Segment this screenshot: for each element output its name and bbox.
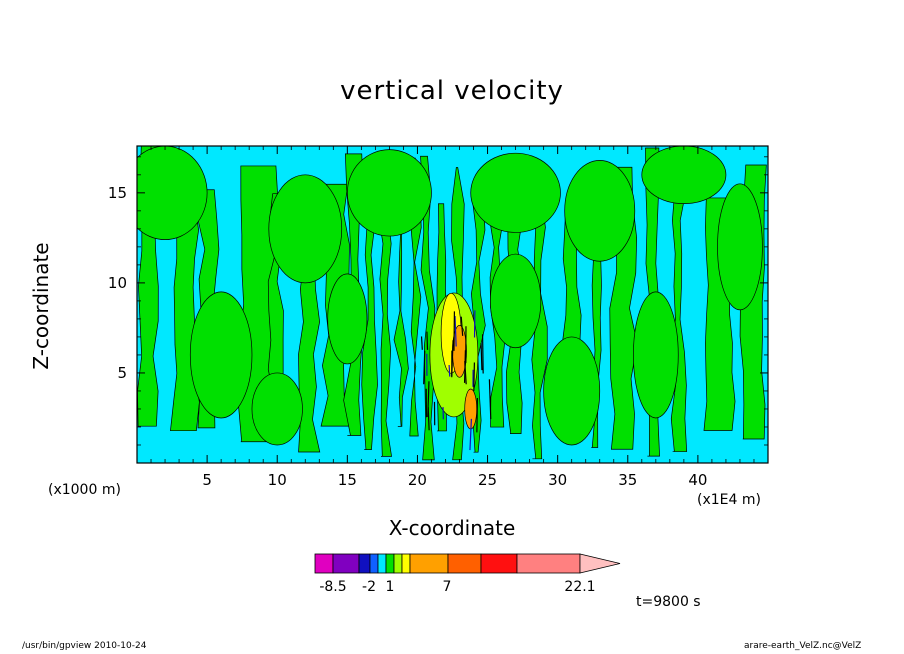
core-contour-line <box>469 418 473 451</box>
x-tick-label: 35 <box>618 471 637 489</box>
x-tick-label: 15 <box>338 471 357 489</box>
core-contour-line <box>488 379 492 420</box>
y-tick-label: 5 <box>117 364 127 382</box>
footer-left: /usr/bin/gpview 2010-10-24 <box>22 641 147 651</box>
contour-region-positive <box>268 174 343 284</box>
contour-region-positive <box>251 372 303 446</box>
x-tick-label: 20 <box>408 471 427 489</box>
plot-frame <box>136 145 769 464</box>
colorbar-bin <box>480 553 518 574</box>
colorbar-bin <box>447 553 482 574</box>
colorbar-label: -2 <box>362 579 376 595</box>
core-contour-line <box>420 336 423 350</box>
colorbar: -8.5 -2 1 7 22.1 <box>314 553 621 595</box>
core-contour-line <box>454 315 457 347</box>
x-tick-label: 40 <box>688 471 707 489</box>
core-contour-line <box>464 361 467 385</box>
colorbar-bin <box>369 553 379 574</box>
contour-region-positive <box>564 160 636 262</box>
core-contour-line <box>481 334 484 374</box>
x-unit-right: (x1E4 m) <box>697 492 761 508</box>
y-tick-label: 15 <box>108 184 127 202</box>
core-contour-line <box>426 331 429 350</box>
x-tick-label: 25 <box>478 471 497 489</box>
colorbar-bin <box>409 553 449 574</box>
colorbar-bin <box>393 553 403 574</box>
core-contour-line <box>423 350 426 385</box>
contour-region-positive <box>633 291 679 419</box>
core-contour-line <box>476 398 479 433</box>
colorbar-bin <box>332 553 360 574</box>
colorbar-bin <box>314 553 334 574</box>
x-tick-label: 5 <box>202 471 212 489</box>
colorbar-bin <box>358 553 371 574</box>
contour-region-positive <box>543 336 601 446</box>
core-contour-line <box>480 343 483 371</box>
footer-right: arare-earth_VelZ.nc@VelZ <box>744 641 862 651</box>
colorbar-arrow <box>579 553 621 574</box>
x-tick-label: 30 <box>548 471 567 489</box>
colorbar-label: 22.1 <box>564 579 595 595</box>
core-contour-line <box>451 340 454 378</box>
contour-field <box>137 146 768 463</box>
colorbar-label: 7 <box>443 579 452 595</box>
chart-title: vertical velocity <box>340 76 564 106</box>
core-contour-line <box>427 381 430 418</box>
contour-region-positive <box>189 291 253 419</box>
contour-region-positive <box>346 149 432 237</box>
contour-region-positive <box>641 146 727 204</box>
colorbar-label: -8.5 <box>319 579 346 595</box>
core-contour-line <box>473 362 476 391</box>
time-label: t=9800 s <box>636 594 701 610</box>
x-unit-left: (x1000 m) <box>48 482 121 498</box>
y-tick-label: 10 <box>108 274 127 292</box>
core-contour-line <box>448 364 451 377</box>
contour-region-positive <box>717 183 763 311</box>
colorbar-bin <box>516 553 581 574</box>
convective-core <box>420 292 492 451</box>
core-contour-line <box>460 316 464 336</box>
x-axis-label: X-coordinate <box>388 516 516 540</box>
contour-region-positive <box>609 166 638 450</box>
axes: 5 10 15 20 25 30 35 40 5 10 15 <box>108 146 768 489</box>
contour-region-positive <box>137 146 208 240</box>
contour-region-positive <box>327 273 368 365</box>
x-tick-label: 10 <box>268 471 287 489</box>
colorbar-bin <box>377 553 387 574</box>
colorbar-bin <box>401 553 411 574</box>
contour-region-positive <box>490 253 542 349</box>
contour-region-positive <box>470 152 561 233</box>
colorbar-bin <box>385 553 395 574</box>
colorbar-label: 1 <box>386 579 395 595</box>
